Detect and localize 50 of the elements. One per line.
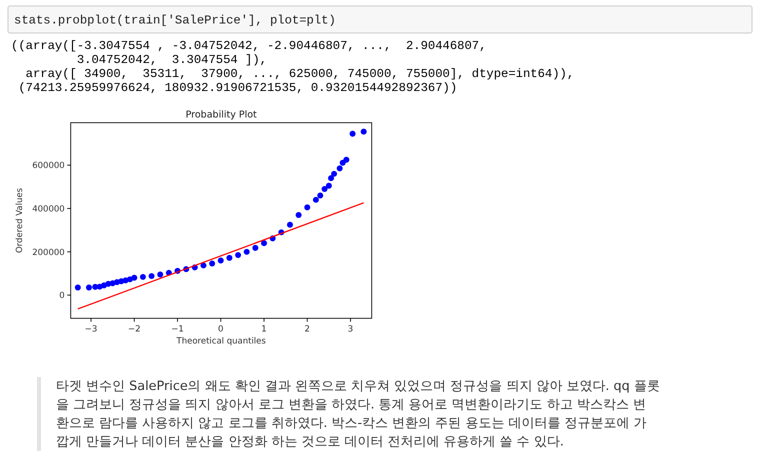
text: array([ 34900, 35311, 37900, ..., 625000, 745000, 755000], dtype=int64)), <box>11 67 574 81</box>
point <box>252 244 258 251</box>
point <box>326 182 332 189</box>
text: 환으로 람다를 사용하지 않고 로그를 취하였다. 박스-칵스 변환의 주된 용도는 데이터를 정규분포에 가 <box>56 416 646 431</box>
point <box>296 212 302 218</box>
point <box>226 254 232 261</box>
point <box>331 170 338 177</box>
point <box>148 273 155 280</box>
point <box>350 130 356 137</box>
y-tick-label: 400000 <box>32 204 65 214</box>
text: 을 그려보니 정규성을 띄지 않아서 로그 변환을 하였다. 통계 용어로 멱변환이라기도 하고 박스칵스 변 <box>56 398 646 412</box>
x-tick-label: 3 <box>348 324 354 334</box>
y-tick-label: 0 <box>59 291 65 302</box>
x-tick-label: −1 <box>171 324 184 334</box>
x-tick-label: 2 <box>304 324 310 334</box>
text: 타겟 변수인 SalePrice의 왜도 확인 결과 왼쪽으로 치우쳐 있었으며 정규성을 띄지 않아 보였다. qq 플롯 <box>56 379 660 394</box>
x-tick-label: −3 <box>84 324 98 334</box>
point <box>312 196 319 203</box>
text: stats.probplot(train['SalePrice'], plot=plt) <box>14 14 336 28</box>
point <box>304 204 310 210</box>
point <box>86 284 92 291</box>
point <box>360 128 367 135</box>
x-tick-label: 0 <box>218 324 224 334</box>
point <box>336 165 343 172</box>
text: (74213.25959976624, 180932.91906721535, 0.9320154492892367)) <box>11 81 458 95</box>
point <box>343 156 350 163</box>
point <box>286 222 293 228</box>
text: 3.04752042, 3.3047554 ]), <box>11 53 267 67</box>
point <box>74 284 81 291</box>
point <box>200 262 206 268</box>
point <box>322 186 328 192</box>
chart-title: Probability Plot <box>186 110 258 121</box>
point <box>209 260 216 266</box>
point <box>317 192 324 198</box>
point <box>235 252 242 258</box>
text: 깝게 만들거나 데이터 분산을 안정화 하는 것으로 데이터 전처리에 유용하게 쓸 수 있다. <box>56 434 564 450</box>
point <box>140 274 146 280</box>
y-tick-label: 200000 <box>32 248 65 258</box>
text: ((array([-3.3047554 , -3.04752042, -2.90446807, ..., 2.90446807, <box>11 39 486 53</box>
x-axis-title: Theoretical quantiles <box>176 336 266 346</box>
point <box>261 240 267 246</box>
x-tick-label: −2 <box>128 324 141 334</box>
point <box>131 274 138 281</box>
y-axis-title: Ordered Values <box>15 187 25 254</box>
point <box>244 248 250 255</box>
x-tick-label: 1 <box>261 324 267 334</box>
point <box>328 175 334 182</box>
point <box>218 257 224 264</box>
y-tick-label: 600000 <box>32 161 65 172</box>
point <box>157 272 164 278</box>
